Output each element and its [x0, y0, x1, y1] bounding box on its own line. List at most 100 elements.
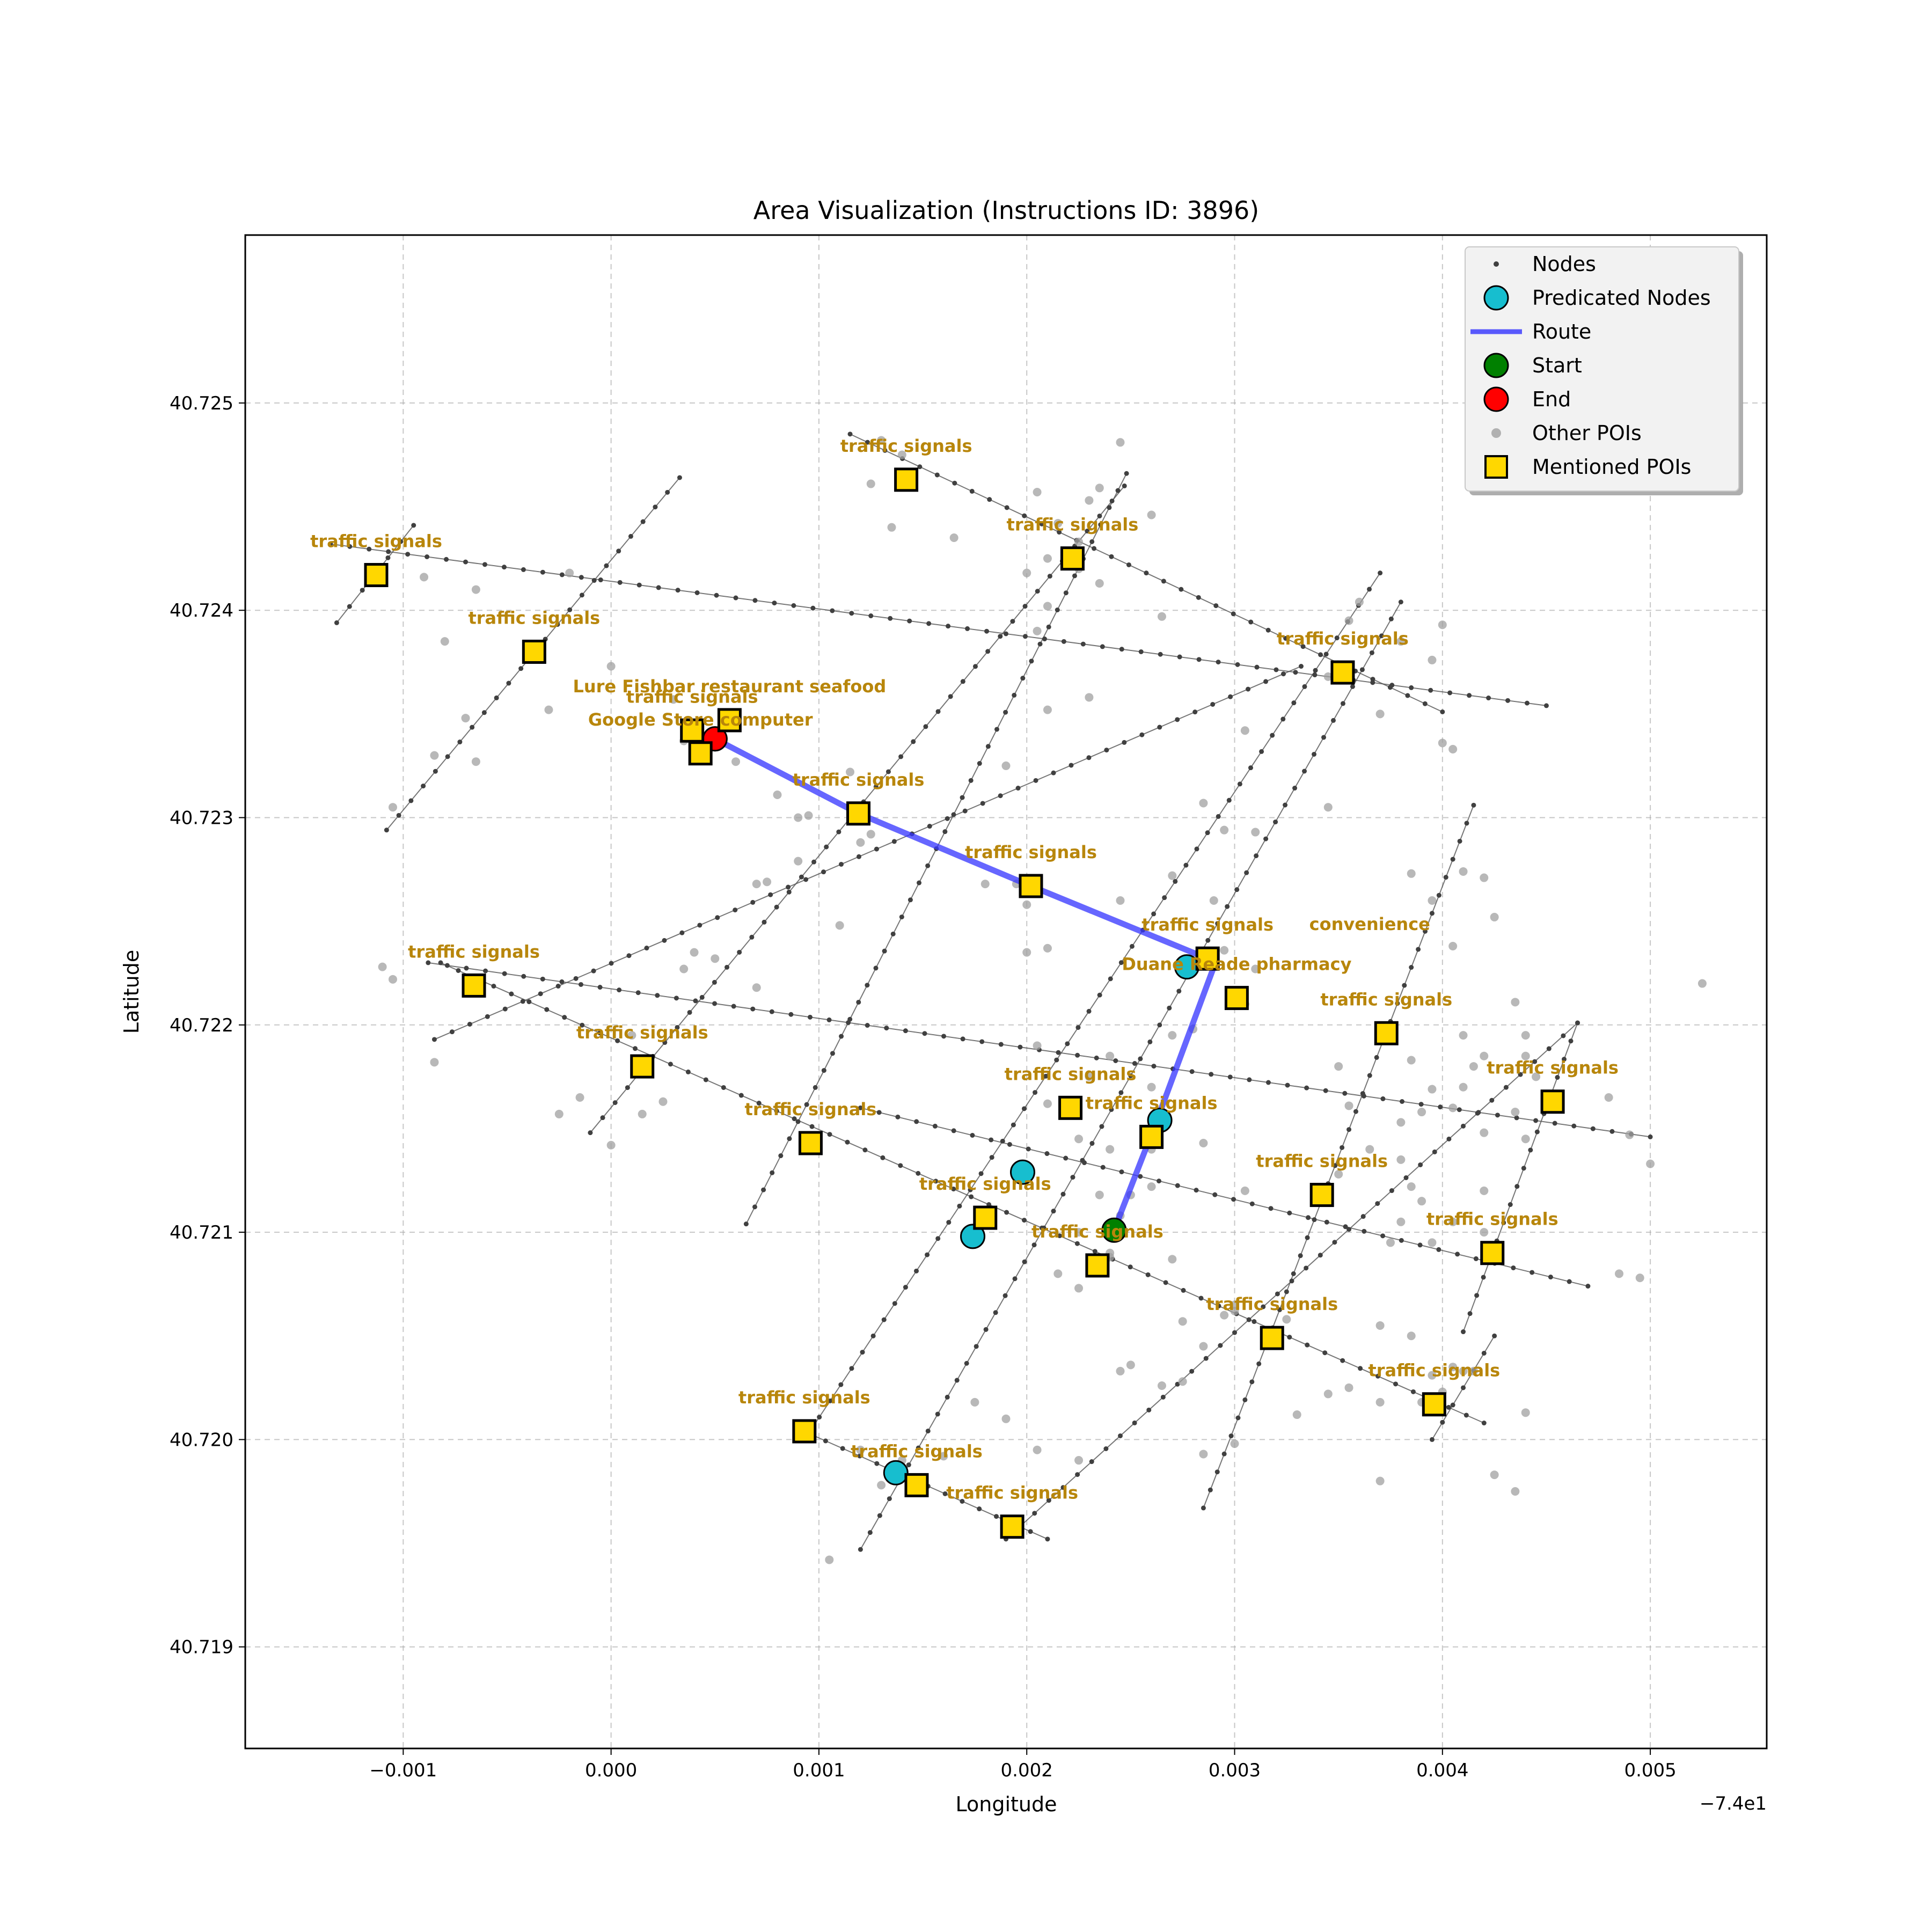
node-point [724, 964, 730, 970]
node-point [1209, 1072, 1214, 1077]
other-poi-point [1323, 803, 1333, 812]
node-point [890, 931, 896, 936]
node-point [1429, 1437, 1435, 1442]
node-point [1231, 1197, 1236, 1202]
node-point [1533, 1118, 1539, 1123]
other-poi-point [877, 1481, 886, 1490]
node-point [1648, 1134, 1653, 1139]
node-point [847, 1016, 853, 1022]
node-point [810, 605, 816, 611]
other-poi-point [1480, 1228, 1489, 1237]
node-point [1291, 700, 1297, 706]
other-poi-point [1532, 1072, 1541, 1081]
mentioned-poi-marker [1330, 660, 1355, 685]
node-point [756, 1101, 762, 1106]
node-point [979, 1039, 985, 1044]
node-point [1261, 1304, 1266, 1309]
node-point [1283, 635, 1289, 641]
other-poi-point [1074, 1284, 1084, 1293]
other-poi-point [1448, 1103, 1458, 1113]
node-point [398, 539, 404, 544]
node-point [1107, 505, 1112, 510]
mentioned-poi-marker [1139, 1124, 1164, 1149]
other-poi-point [1375, 1397, 1385, 1407]
node-point [972, 664, 978, 669]
node-point [1157, 1179, 1162, 1184]
node-point [591, 578, 597, 583]
node-point [521, 567, 526, 572]
other-poi-point [1292, 1410, 1301, 1419]
node-point [1063, 590, 1069, 596]
node-point [1298, 664, 1304, 669]
node-point [1179, 587, 1184, 592]
node-point [1198, 1296, 1204, 1301]
node-point [1057, 530, 1062, 535]
node-point [836, 829, 841, 835]
node-point [1213, 603, 1219, 609]
other-poi-point [1251, 828, 1260, 837]
y-tick-label: 40.721 [170, 1222, 233, 1243]
other-poi-point [1074, 1456, 1084, 1465]
node-point [969, 1194, 974, 1199]
node-point [1210, 701, 1216, 707]
node-point [1464, 821, 1469, 826]
other-poi-point [1116, 1366, 1125, 1375]
node-point [1287, 1210, 1292, 1216]
node-point [752, 1204, 757, 1210]
y-tick-label: 40.725 [170, 393, 233, 414]
other-poi-point [1469, 1366, 1478, 1375]
node-point [1291, 1271, 1296, 1276]
node-point [1446, 1136, 1452, 1141]
node-point [914, 1268, 919, 1274]
street-segment [440, 962, 1484, 1424]
mentioned-poi-marker [1195, 946, 1220, 971]
node-point [628, 533, 633, 539]
node-point [1324, 1219, 1329, 1225]
other-poi-point [669, 695, 678, 704]
other-poi-point [1022, 568, 1031, 577]
node-point [964, 1360, 969, 1366]
node-point [1514, 1115, 1519, 1121]
node-point [1548, 1275, 1553, 1280]
node-point [1585, 1284, 1591, 1289]
node-point [922, 1031, 927, 1036]
node-point [1432, 1149, 1437, 1154]
legend-label: Route [1532, 320, 1591, 343]
node-point [977, 1506, 982, 1512]
node-point [1124, 471, 1129, 476]
other-poi-point [1074, 1135, 1084, 1144]
node-point [1475, 1110, 1480, 1116]
node-point [917, 464, 923, 470]
y-axis-label: Latitude [120, 950, 143, 1034]
node-point [1501, 1220, 1506, 1225]
node-point [951, 1186, 956, 1191]
node-point [1104, 748, 1109, 753]
other-poi-point [461, 714, 470, 723]
mentioned-poi-label: traffic signals [1487, 1058, 1619, 1078]
street-segment [808, 573, 1381, 1434]
node-point [714, 592, 719, 598]
node-point [774, 904, 779, 910]
other-poi-point [440, 637, 449, 646]
node-point [1054, 1057, 1059, 1063]
mentioned-poi-marker [1309, 1183, 1334, 1208]
node-point [573, 976, 579, 981]
mentioned-poi-label: traffic signals [1256, 1151, 1388, 1172]
other-poi-point [1033, 626, 1042, 635]
node-point [456, 968, 461, 973]
node-point [1249, 1201, 1255, 1206]
node-point [948, 694, 953, 699]
other-poi-point [1625, 1130, 1634, 1139]
node-point [962, 808, 968, 814]
node-point [559, 979, 565, 984]
other-poi-point [1521, 1031, 1530, 1040]
node-point [502, 1006, 508, 1012]
other-poi-point [1230, 1306, 1239, 1315]
node-point [1051, 1209, 1056, 1214]
node-point [799, 874, 804, 880]
node-point [1555, 1075, 1560, 1080]
legend-box [1465, 246, 1739, 492]
legend: Nodes Predicated Nodes Route Start End Other … [1465, 246, 1743, 495]
predicated-node-point [1009, 1159, 1035, 1185]
other-poi-point [1469, 1062, 1478, 1071]
